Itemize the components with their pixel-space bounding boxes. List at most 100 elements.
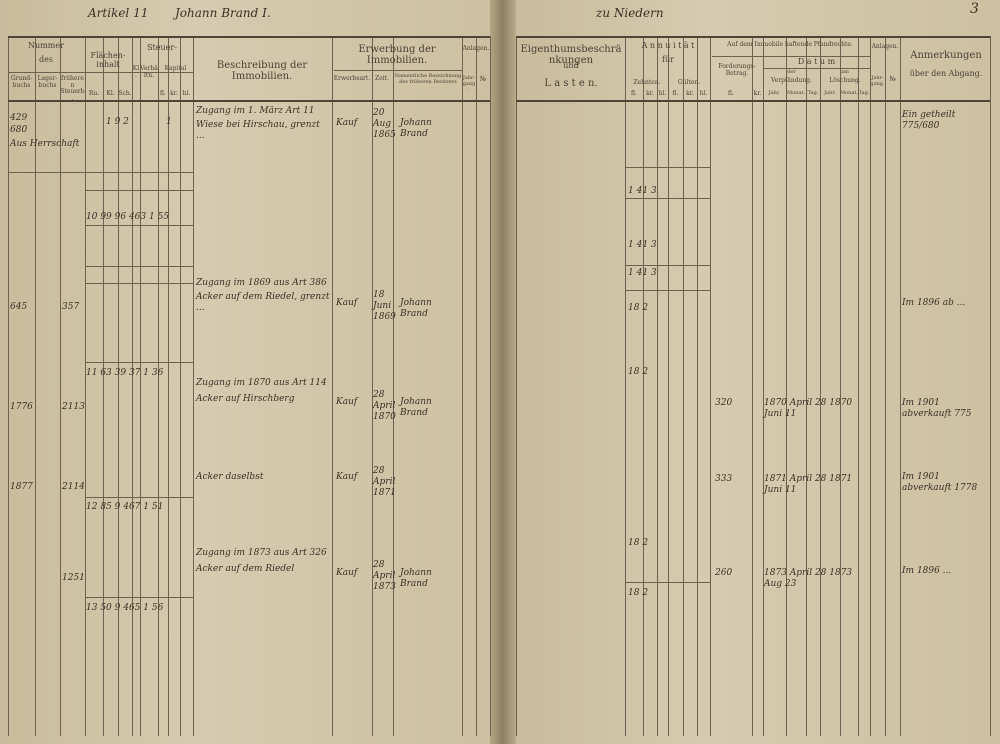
header-vorbesitzer: Namentliche Bezeichnung des früheren Bes… [394,73,462,85]
handwritten-entry: 333 [715,474,733,484]
header-der: der [787,69,796,75]
handwritten-entry: 320 [715,398,733,408]
header-anmerkungen: Anmerkungen [910,50,982,61]
column-rule [118,36,119,736]
header-zehnten: Zehnten. [633,79,661,86]
handwritten-entry: Johann Brand [400,298,432,319]
header-erwerbsart: Erwerbsart. [333,75,371,82]
handwritten-entry: 12 85 9 467 1 51 [86,502,164,512]
column-rule [900,36,901,736]
handwritten-entry: Kauf [336,568,358,578]
column-rule [752,36,753,736]
unit-gueltten-heller: hl. [699,90,708,97]
handwritten-entry: Johann Brand [400,397,432,418]
row-rule [763,68,870,69]
row-rule [85,190,193,191]
column-rule [516,36,517,736]
handwritten-entry: Acker auf dem Riedel, grenzt ... [196,292,330,313]
row-rule [85,283,193,284]
column-rule [820,36,821,736]
handwritten-entry: Acker daselbst [196,472,264,482]
column-rule [786,36,787,736]
handwritten-entry: 18 Juni 1869 [373,290,396,322]
handwritten-entry: Zugang im 1. März Art 11 [196,106,315,116]
row-rule [85,362,193,363]
handwritten-entry: Zugang im 1873 aus Art 326 [196,548,327,558]
header-fuer: für [662,55,674,64]
column-rule [476,36,477,736]
handwritten-entry: Acker auf Hirschberg [196,394,295,404]
handwritten-entry: 260 [715,568,733,578]
handwritten-entry: 1 9 2 [106,117,129,127]
unit-forderung-kreuzer: kr. [753,90,762,97]
header-beschreibung: Beschreibung der Immobilien. [216,60,308,82]
header-des: des [39,55,53,64]
unit-flaechen-ruthen: Ru. [88,90,100,97]
header-pfandrechte: Auf dem Immobile haftende Pfandrechte. [727,41,853,48]
handwritten-entry: Johann Brand [400,568,432,589]
article-number: Artikel 11 [88,6,149,20]
column-rule [103,36,104,736]
handwritten-entry: 1 41 3 [628,268,657,278]
column-rule [140,36,141,736]
row-rule [8,36,490,38]
handwritten-entry: 18 2 [628,538,649,548]
handwritten-entry: 1877 [10,482,33,492]
handwritten-entry: Kauf [336,472,358,482]
row-rule [625,290,710,291]
column-rule [462,36,463,736]
header-nr-right: № [889,75,896,83]
column-rule [870,36,871,736]
column-rule [683,36,684,736]
unit-steuer-heller: hl. [182,90,191,97]
unit-steuer-gulden: fl. [160,90,166,97]
header-steuer-verhaeltnis: Verhältn. [140,65,158,79]
handwritten-entry: 1251 [62,573,85,583]
unit-zehnten-heller: hl. [658,90,667,97]
column-rule [668,36,669,736]
row-rule [625,582,710,583]
column-rule [168,36,169,736]
handwritten-entry: 1871 April 28 1871 Juni 11 [764,474,853,495]
column-rule [710,36,711,736]
unit-forderung-gulden: fl. [728,90,734,97]
place-name: zu Niedern [596,6,664,20]
column-rule [490,36,491,736]
column-rule [643,36,644,736]
header-datum: D a t u m [797,57,836,66]
column-rule [8,36,9,736]
handwritten-entry: Johann Brand [400,118,432,139]
handwritten-entry: 1 41 3 [628,240,657,250]
handwritten-entry: 28 April 1870 [373,390,396,422]
handwritten-entry: 1 41 3 [628,186,657,196]
handwritten-entry: Kauf [336,298,358,308]
column-rule [625,36,626,736]
handwritten-entry: 18 2 [628,367,649,377]
header-annuitaet: A n n u i t ä t [641,41,695,50]
unit-verpfaendung-tag: Tag. [807,90,819,96]
column-rule [697,36,698,736]
handwritten-entry: 645 [10,302,28,312]
handwritten-entry: 18 2 [628,303,649,313]
handwritten-entry: Ein getheilt 775/680 [902,110,956,131]
header-flaechen: Flächen-inhalt [90,51,126,69]
handwritten-entry: Kauf [336,397,358,407]
column-rule [158,36,159,736]
column-rule [372,36,373,736]
unit-flaechen-schuh: Sch. [118,90,132,97]
header-loeschung: Löschung. [829,77,861,84]
row-rule [85,597,193,598]
row-rule [516,36,990,38]
handwritten-entry: Kauf [336,118,358,128]
row-rule [625,198,710,199]
header-steuer: Steuer- [147,43,177,52]
handwritten-entry: 18 2 [628,588,649,598]
book-gutter [490,0,516,744]
handwritten-entry: 11 63 39 37 1 36 [86,368,164,378]
column-rule [180,36,181,736]
row-rule [712,56,870,57]
row-rule [625,167,710,168]
header-steuer-klasse: Kl. [132,65,140,79]
row-rule [8,172,193,173]
